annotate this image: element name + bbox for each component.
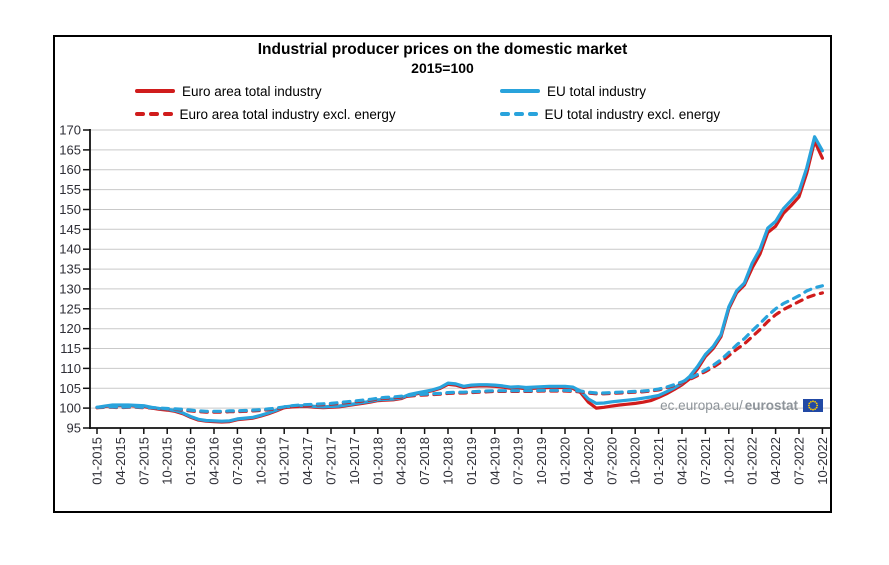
svg-text:04-2022: 04-2022 — [768, 437, 783, 485]
svg-text:01-2020: 01-2020 — [558, 437, 573, 485]
svg-text:115: 115 — [60, 341, 81, 356]
svg-text:150: 150 — [59, 202, 81, 217]
svg-text:160: 160 — [59, 162, 81, 177]
svg-text:95: 95 — [67, 421, 81, 436]
svg-text:170: 170 — [59, 123, 81, 138]
legend-swatch-dashed-blue — [500, 111, 538, 117]
svg-text:04-2017: 04-2017 — [300, 437, 315, 485]
legend-swatch-dashed-red — [135, 111, 173, 117]
svg-text:07-2018: 07-2018 — [417, 437, 432, 485]
svg-text:100: 100 — [59, 401, 81, 416]
svg-text:10-2015: 10-2015 — [160, 437, 175, 485]
svg-text:01-2016: 01-2016 — [183, 437, 198, 485]
svg-text:10-2020: 10-2020 — [628, 437, 643, 485]
svg-text:10-2019: 10-2019 — [534, 437, 549, 485]
svg-text:01-2015: 01-2015 — [90, 437, 105, 485]
legend-swatch-solid-blue — [500, 88, 540, 94]
svg-text:04-2016: 04-2016 — [207, 437, 222, 485]
svg-text:04-2019: 04-2019 — [487, 437, 502, 485]
svg-text:01-2017: 01-2017 — [277, 437, 292, 485]
svg-text:01-2019: 01-2019 — [464, 437, 479, 485]
legend-label: EU total industry — [547, 83, 647, 99]
svg-text:145: 145 — [59, 222, 81, 237]
watermark: ec.europa.eu/ eurostat — [660, 398, 823, 413]
legend-label: Euro area total industry excl. energy — [179, 106, 396, 122]
svg-text:01-2022: 01-2022 — [745, 437, 760, 485]
chart-panel: Industrial producer prices on the domest… — [53, 35, 832, 513]
svg-text:07-2021: 07-2021 — [698, 437, 713, 485]
svg-text:07-2020: 07-2020 — [604, 437, 619, 485]
eu-flag-icon — [803, 399, 823, 412]
svg-text:130: 130 — [59, 281, 81, 296]
legend-label: EU total industry excl. energy — [544, 106, 721, 122]
svg-text:01-2018: 01-2018 — [370, 437, 385, 485]
legend-item-euro-area-excl-energy: Euro area total industry excl. energy — [135, 105, 396, 123]
svg-text:120: 120 — [59, 321, 81, 336]
svg-text:10-2021: 10-2021 — [721, 437, 736, 485]
svg-text:07-2016: 07-2016 — [230, 437, 245, 485]
legend-item-eu-total: EU total industry — [500, 82, 646, 100]
svg-text:01-2021: 01-2021 — [651, 437, 666, 485]
chart-subtitle: 2015=100 — [411, 60, 474, 76]
svg-text:07-2019: 07-2019 — [511, 437, 526, 485]
svg-text:07-2022: 07-2022 — [792, 437, 807, 485]
svg-text:140: 140 — [59, 242, 81, 257]
svg-text:110: 110 — [60, 361, 81, 376]
watermark-eurostat: eurostat — [744, 398, 798, 413]
svg-text:105: 105 — [59, 381, 81, 396]
svg-text:07-2015: 07-2015 — [136, 437, 151, 485]
svg-text:10-2022: 10-2022 — [815, 437, 830, 485]
svg-text:04-2020: 04-2020 — [581, 437, 596, 485]
svg-text:04-2015: 04-2015 — [113, 437, 128, 485]
watermark-url-prefix: ec.europa.eu/ — [660, 398, 743, 413]
svg-text:135: 135 — [59, 262, 81, 277]
legend-item-euro-area-total: Euro area total industry — [135, 82, 322, 100]
legend-label: Euro area total industry — [182, 83, 322, 99]
svg-text:07-2017: 07-2017 — [324, 437, 339, 485]
svg-text:125: 125 — [59, 301, 81, 316]
svg-text:10-2017: 10-2017 — [347, 437, 362, 485]
svg-text:04-2018: 04-2018 — [394, 437, 409, 485]
svg-text:155: 155 — [59, 182, 81, 197]
svg-text:10-2018: 10-2018 — [441, 437, 456, 485]
legend-swatch-solid-red — [135, 88, 175, 94]
svg-text:165: 165 — [59, 142, 81, 157]
legend-item-eu-excl-energy: EU total industry excl. energy — [500, 105, 720, 123]
chart-title: Industrial producer prices on the domest… — [257, 41, 628, 58]
svg-text:10-2016: 10-2016 — [253, 437, 268, 485]
svg-text:04-2021: 04-2021 — [675, 437, 690, 485]
